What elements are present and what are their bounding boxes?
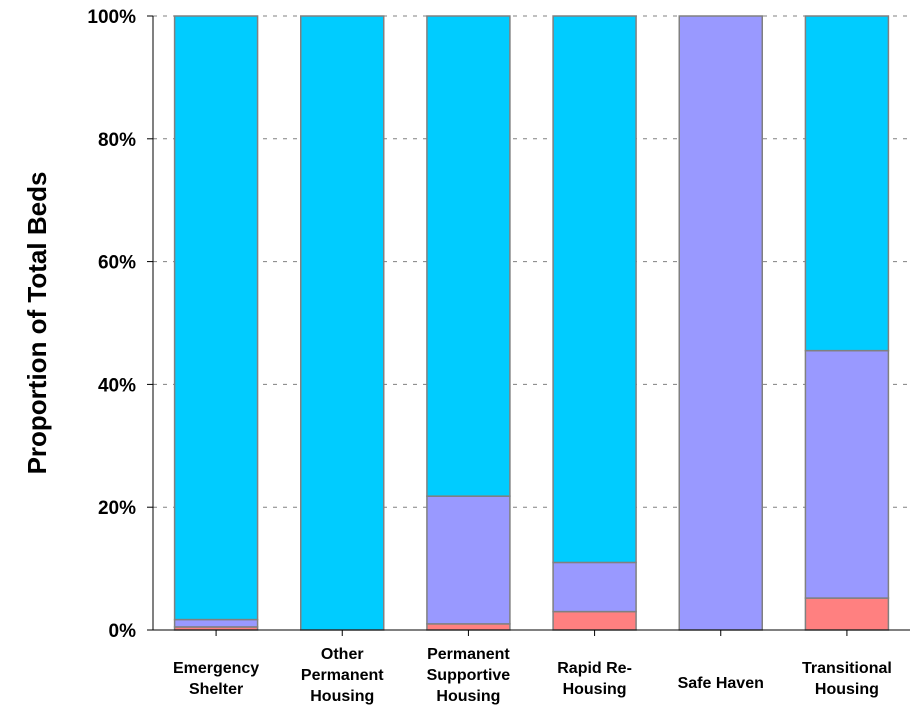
bar-segment-0-1 <box>173 618 259 628</box>
category-label-0: Emergency Shelter <box>173 660 259 698</box>
y-tick-label: 0% <box>109 621 137 642</box>
bar-segment-2-0 <box>426 623 511 631</box>
bars <box>173 15 890 631</box>
bar-segment-3-0 <box>552 610 637 631</box>
category-label-2: Permanent Supportive Housing <box>427 646 511 705</box>
category-label-5: Transitional Housing <box>802 660 892 698</box>
category-label-4: Safe Haven <box>678 675 764 692</box>
y-tick-label: 40% <box>98 375 136 396</box>
y-tick-label: 60% <box>98 253 136 274</box>
y-tick-labels: 0% 20% 40% 60% 80% 100% <box>87 7 136 642</box>
bar-segment-4-1 <box>678 15 763 631</box>
bar-segment-5-1 <box>804 349 890 599</box>
y-tick-label: 20% <box>98 498 136 519</box>
category-label-1: Other Permanent Housing <box>301 646 384 705</box>
bar-segment-3-1 <box>552 561 637 613</box>
gridlines <box>153 15 910 508</box>
y-axis-title: Proportion of Total Beds <box>22 172 52 475</box>
bar-segment-2-2 <box>426 15 511 497</box>
category-labels: Emergency Shelter Other Permanent Housing Per… <box>173 646 892 705</box>
category-label-3: Rapid Re-Housing <box>557 660 632 698</box>
bar-segment-3-2 <box>552 15 637 564</box>
bar-segment-0-2 <box>173 15 259 621</box>
y-tick-label: 80% <box>98 130 136 151</box>
bar-segment-2-1 <box>426 495 511 625</box>
bar-segment-1-2 <box>300 15 385 631</box>
y-tick-label: 100% <box>87 7 136 28</box>
bar-segment-5-0 <box>804 597 890 631</box>
axes <box>147 15 910 636</box>
bar-segment-5-2 <box>804 15 890 352</box>
